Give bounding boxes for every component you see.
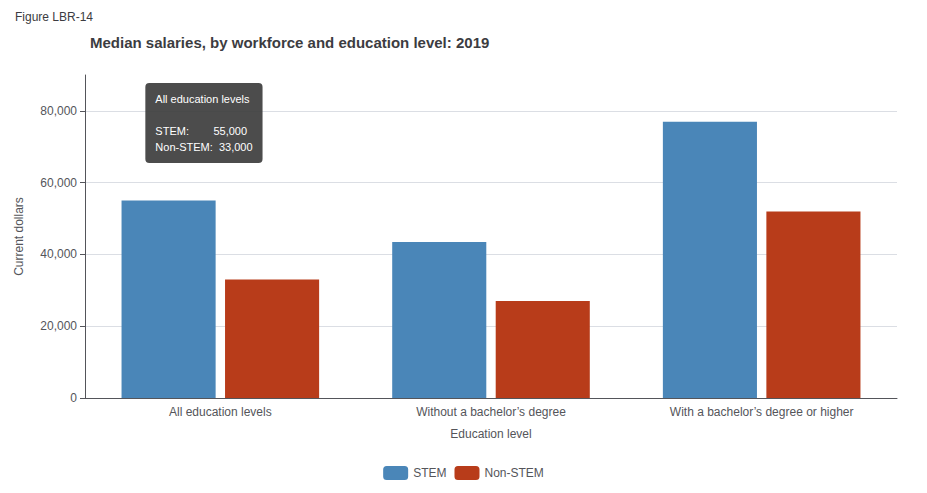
svg-text:80,000: 80,000	[40, 104, 77, 118]
svg-text:With a bachelor’s degree or hi: With a bachelor’s degree or higher	[670, 405, 854, 419]
svg-text:Education level: Education level	[450, 427, 531, 441]
svg-text:0: 0	[70, 391, 77, 405]
svg-text:STEM: STEM	[413, 466, 446, 480]
svg-text:Median salaries, by workforce: Median salaries, by workforce and educat…	[90, 34, 489, 51]
svg-text:Figure LBR-14: Figure LBR-14	[15, 10, 93, 24]
svg-text:Current dollars: Current dollars	[12, 197, 26, 276]
svg-text:40,000: 40,000	[40, 247, 77, 261]
svg-text:60,000: 60,000	[40, 176, 77, 190]
svg-text:Non-STEM: Non-STEM	[484, 466, 543, 480]
svg-text:Without a bachelor’s degree: Without a bachelor’s degree	[416, 405, 566, 419]
svg-text:STEM: 55,000: STEM: 55,000	[155, 125, 247, 137]
svg-text:All education levels: All education levels	[155, 93, 250, 105]
svg-text:20,000: 20,000	[40, 319, 77, 333]
svg-text:Non-STEM: 33,000: Non-STEM: 33,000	[155, 141, 252, 153]
svg-text:All education levels: All education levels	[169, 405, 272, 419]
